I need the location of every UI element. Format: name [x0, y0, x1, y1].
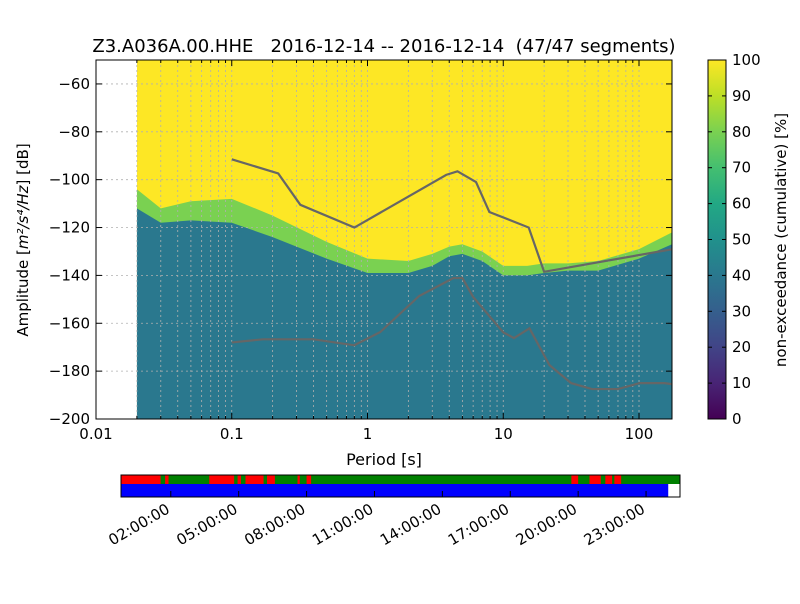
colorbar-tick-label: 0: [732, 410, 742, 428]
colorbar-tick-label: 90: [732, 87, 751, 105]
timeline-tick-label: 02:00:00: [105, 500, 172, 549]
y-tick-label: −120: [49, 219, 90, 237]
quality-bad-segment: [245, 475, 264, 484]
quality-bad-segment: [266, 475, 275, 484]
y-axis-label-math: m²/s⁴/Hz: [14, 184, 32, 249]
quality-bad-segment: [237, 475, 241, 484]
colorbar-gradient: [708, 60, 726, 419]
quality-bad-segment: [605, 475, 613, 484]
x-tick-label: 100: [625, 425, 654, 443]
coverage-bar: [121, 484, 669, 497]
x-axis-label: Period [s]: [346, 450, 422, 469]
quality-bad-segment: [121, 475, 161, 484]
timeline-tick-label: 08:00:00: [241, 500, 308, 549]
y-tick-label: −160: [49, 314, 90, 332]
colorbar-tick-label: 60: [732, 195, 751, 213]
y-tick-label: −60: [58, 75, 90, 93]
timeline-tick-label: 23:00:00: [581, 500, 648, 549]
x-tick-label: 10: [494, 425, 513, 443]
colorbar-tick-label: 40: [732, 266, 751, 284]
quality-bad-segment: [614, 475, 622, 484]
psd-heatmap: [96, 60, 672, 419]
x-axis-ticks: 0.01 0.1 1 10 100: [79, 60, 653, 443]
y-tick-label: −80: [58, 123, 90, 141]
data-availability-timeline: 02:00:00 05:00:00 08:00:00 11:00:00 14:00:00…: [105, 474, 681, 549]
timeline-frame: [120, 474, 681, 498]
quality-bar-bad-segments: [121, 475, 622, 484]
quality-bad-segment: [306, 475, 312, 484]
timeline-tick-label: 14:00:00: [377, 500, 444, 549]
noise-model-lines: [231, 158, 672, 391]
colorbar-tick-label: 10: [732, 374, 751, 392]
quality-bad-segment: [297, 475, 300, 484]
y-tick-label: −140: [49, 266, 90, 284]
y-tick-label: −200: [49, 410, 90, 428]
plot-frame: [95, 59, 673, 420]
colorbar-label: non-exceedance (cumulative) [%]: [772, 113, 790, 367]
y-tick-label: −180: [49, 362, 90, 380]
quality-bar-good: [121, 475, 680, 484]
quality-bad-segment: [209, 475, 235, 484]
colorbar-tick-label: 50: [732, 231, 751, 249]
colorbar-tick-label: 30: [732, 302, 751, 320]
colorbar-ticks: 0 10 20 30 40 50 60 70 80 90 100: [708, 51, 761, 428]
colorbar: 0 10 20 30 40 50 60 70 80 90 100 non-exceedance (c…: [707, 51, 790, 428]
heatmap-no-data-region: [96, 60, 137, 419]
y-axis-ticks: −60 −80 −100 −120 −140 −160 −180 −200: [49, 75, 672, 428]
y-axis-label-suffix: ] [dB]: [14, 143, 32, 185]
quality-bad-segment: [165, 475, 169, 484]
timeline-ticks: 02:00:00 05:00:00 08:00:00 11:00:00 14:00:00…: [105, 491, 648, 549]
series-line-nhnm: [231, 158, 672, 274]
y-axis-label: Amplitude [m²/s⁴/Hz] [dB]: [14, 143, 32, 336]
timeline-tick-label: 11:00:00: [309, 500, 376, 549]
quality-bad-segment: [589, 475, 601, 484]
x-tick-label: 1: [363, 425, 373, 443]
timeline-tick-label: 20:00:00: [513, 500, 580, 549]
y-axis-label-prefix: Amplitude [: [14, 249, 32, 337]
x-tick-label: 0.1: [220, 425, 244, 443]
y-tick-label: −100: [49, 171, 90, 189]
quality-bad-segment: [571, 475, 579, 484]
colorbar-tick-label: 70: [732, 159, 751, 177]
colorbar-tick-label: 80: [732, 123, 751, 141]
x-tick-label: 0.01: [79, 425, 112, 443]
timeline-tick-label: 17:00:00: [445, 500, 512, 549]
colorbar-tick-label: 20: [732, 338, 751, 356]
series-line-nlnm: [231, 276, 672, 391]
chart-title: Z3.A036A.00.HHE 2016-12-14 -- 2016-12-14…: [92, 36, 675, 57]
timeline-tick-label: 05:00:00: [173, 500, 240, 549]
band-mid-percentile: [136, 208, 672, 419]
colorbar-tick-label: 100: [732, 51, 761, 69]
